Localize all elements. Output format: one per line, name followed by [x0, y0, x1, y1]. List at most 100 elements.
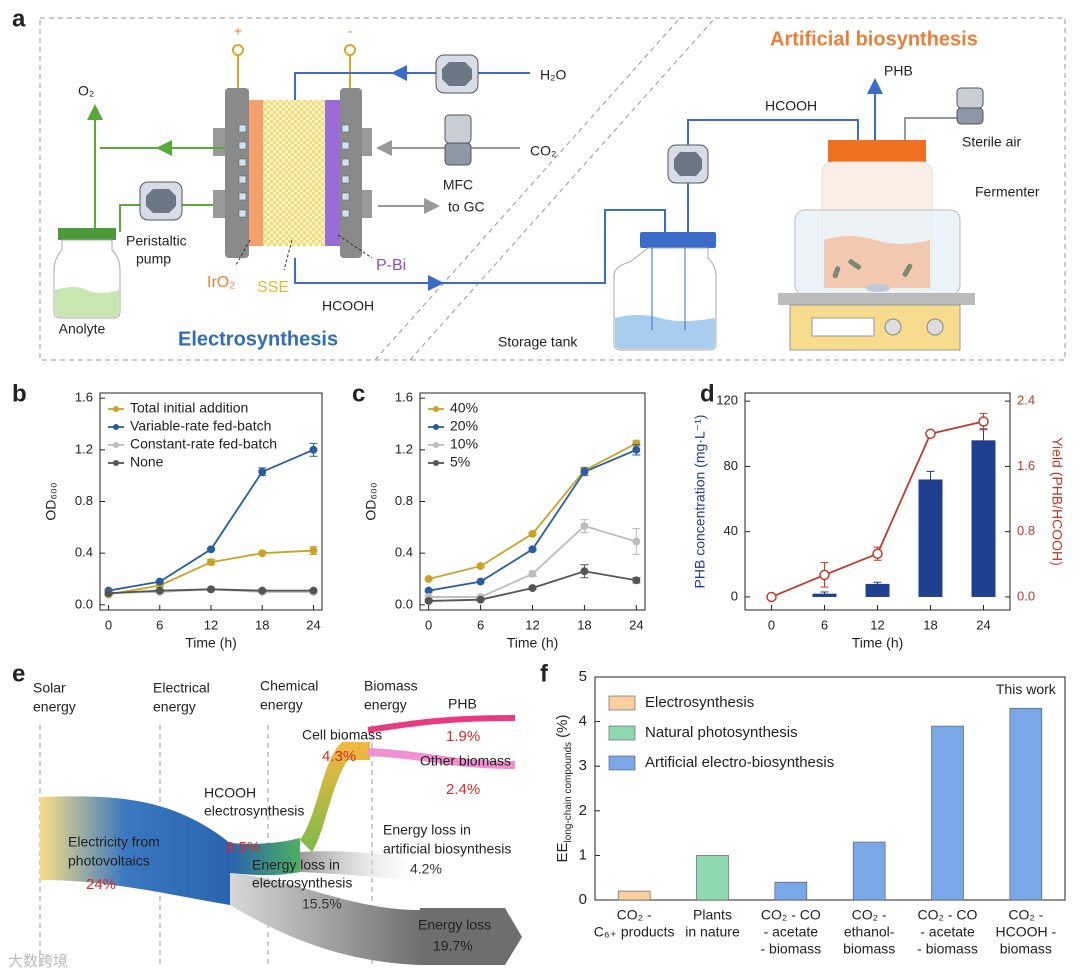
pump [674, 152, 702, 176]
panel-label: e [12, 660, 25, 687]
label: P-Bi [376, 257, 406, 274]
y-tick-label: 0.8 [395, 493, 413, 508]
label: Energy loss in [383, 822, 471, 838]
legend-swatch [113, 460, 119, 466]
legend-label: Natural photosynthesis [645, 724, 798, 741]
y-tick-label: 3 [579, 757, 587, 774]
point [258, 467, 267, 476]
divider [409, 17, 716, 361]
x-tick-label: 6 [477, 617, 484, 632]
y-axis-label: PHB concentration (mg·L⁻¹) [692, 415, 708, 589]
label: Energy loss in [252, 857, 340, 873]
legend-label: 20% [450, 418, 478, 434]
label: Cell biomass [302, 727, 382, 743]
label: MFC [443, 177, 473, 193]
plate [340, 88, 362, 258]
label: Fermenter [975, 184, 1040, 200]
y-axis-label-part: long-chain compounds [563, 742, 574, 843]
point [155, 577, 164, 586]
label: HCOOH [322, 298, 374, 314]
panel-label: f [540, 660, 549, 687]
x-tick-label: 12 [204, 617, 218, 632]
y-tick-label: 1.2 [75, 441, 93, 456]
legend-label: None [130, 454, 164, 470]
point [309, 586, 318, 595]
y-tick-label: 4 [579, 713, 587, 730]
y-axis-label: OD₆₀₀ [43, 482, 59, 520]
pump [146, 189, 176, 213]
x-tick-label: - acetate [920, 924, 975, 940]
flow [300, 851, 420, 882]
x-tick-label: CO₂ - [1008, 907, 1043, 923]
x-tick-label: 12 [525, 617, 539, 632]
label: electrosynthesis [204, 803, 304, 819]
y-tick-label: 40 [724, 523, 738, 538]
pipe [294, 72, 530, 100]
label: Chemical [260, 678, 318, 694]
x-axis-label: Time (h) [185, 635, 237, 651]
bar [696, 855, 729, 901]
leader [337, 234, 373, 259]
point [978, 416, 989, 427]
filter [956, 87, 984, 109]
y-tick-label: 0.4 [75, 545, 93, 560]
legend-label: Variable-rate fed-batch [130, 418, 271, 434]
point [580, 522, 589, 530]
watermark: 大数跨境 [8, 952, 68, 970]
y-tick-label: 0.8 [75, 493, 93, 508]
label: 2.4% [446, 781, 480, 798]
x-tick-label: ethanol- [844, 924, 895, 940]
label: Peristaltic [126, 233, 187, 249]
y2-axis-label: Yield (PHB/HCOOH) [1049, 437, 1065, 566]
panel-label: b [12, 380, 27, 407]
label: 8.5% [226, 839, 260, 856]
x-tick-label: 18 [255, 617, 269, 632]
x-tick-label: - biomass [760, 941, 821, 957]
cell [832, 266, 841, 279]
y-tick-label: 2 [579, 802, 587, 819]
tab [362, 128, 372, 156]
label: Electrosynthesis [178, 328, 338, 350]
x-tick-label: 18 [577, 617, 591, 632]
label: 15.5% [302, 896, 342, 912]
label: PHB [884, 63, 913, 79]
pipe [294, 209, 666, 284]
legend-swatch [433, 442, 439, 448]
pump [442, 62, 472, 86]
divider [374, 17, 681, 361]
axes-frame [594, 676, 1066, 901]
point [819, 569, 830, 581]
y2-tick-label: 2.4 [1017, 393, 1035, 408]
y-tick-label: 1.6 [75, 390, 93, 405]
legend-label: 5% [450, 454, 470, 470]
leader [283, 239, 293, 271]
x-tick-label: CO₂ - CO [918, 907, 978, 923]
series-line [771, 420, 984, 598]
label: Anolyte [59, 321, 106, 337]
x-tick-label: HCOOH - [995, 924, 1056, 940]
cathode [325, 100, 340, 246]
legend-swatch [433, 424, 439, 430]
plate [225, 88, 249, 258]
cell [848, 259, 862, 270]
x-tick-label: - biomass [917, 941, 978, 957]
x-tick-label: 24 [629, 617, 643, 632]
tank-lid [640, 232, 716, 248]
legend-label: 40% [450, 400, 478, 416]
flow [367, 748, 516, 769]
x-tick-label: 6 [156, 617, 163, 632]
bar [865, 583, 890, 597]
point [207, 585, 215, 594]
series-line [108, 449, 314, 592]
x-tick-label: biomass [1000, 941, 1052, 957]
water [615, 315, 715, 349]
point [309, 546, 318, 555]
y-axis-label-part: (%) [554, 715, 571, 738]
panel-label: c [352, 380, 365, 407]
anolyte [55, 287, 119, 317]
point [476, 577, 485, 586]
x-tick-label: 12 [870, 617, 884, 632]
bar [1009, 707, 1043, 901]
point [872, 548, 883, 559]
